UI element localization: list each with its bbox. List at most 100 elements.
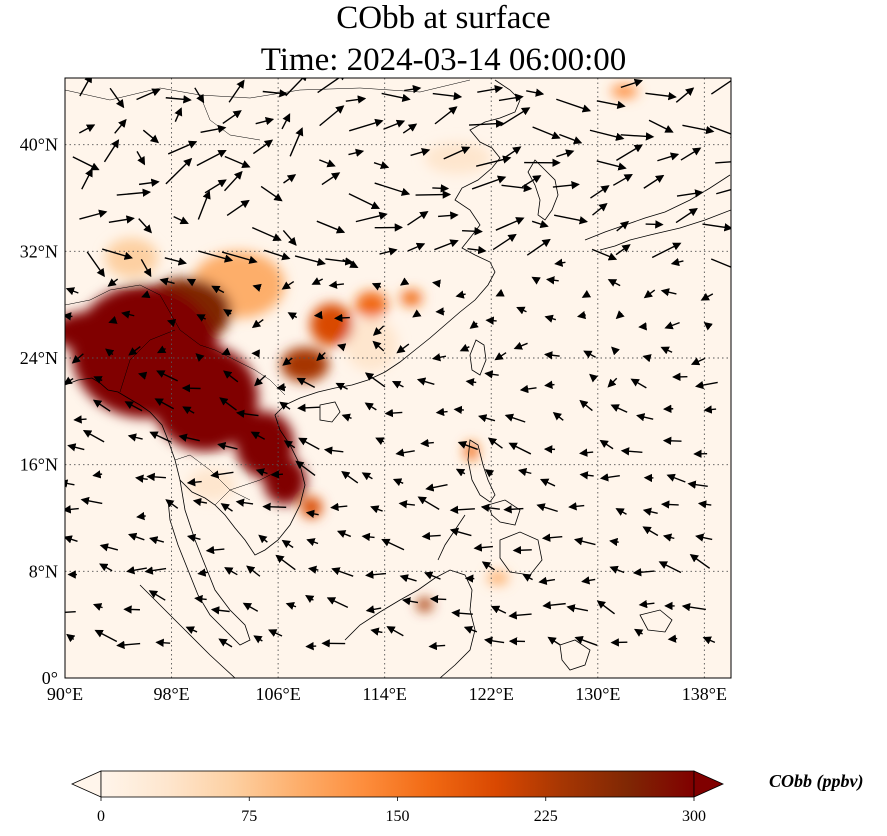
wind-arrow xyxy=(317,78,348,94)
wind-arrow xyxy=(599,439,614,450)
wind-arrow xyxy=(645,91,677,101)
wind-arrow xyxy=(72,156,100,171)
wind-arrow xyxy=(174,107,183,122)
wind-arrow xyxy=(92,470,103,479)
wind-arrow xyxy=(341,413,352,422)
plume-11 xyxy=(310,303,353,346)
wind-arrow xyxy=(592,202,608,216)
plume-18 xyxy=(65,311,132,352)
wind-arrow xyxy=(682,124,715,135)
wind-arrow xyxy=(467,245,487,255)
wind-arrow xyxy=(416,377,435,386)
coastline-borneo xyxy=(344,569,476,678)
wind-arrow xyxy=(620,78,644,89)
coastline-malay-peninsula xyxy=(167,479,251,646)
coastline-japan xyxy=(584,174,731,241)
wind-arrow xyxy=(469,320,479,329)
wind-arrow xyxy=(372,340,385,352)
wind-arrow xyxy=(138,371,148,380)
map-plot-area xyxy=(65,78,731,678)
wind-arrow xyxy=(305,641,317,651)
wind-arrow xyxy=(186,478,202,487)
wind-arrow xyxy=(616,144,643,161)
coastline-philippines-luzon xyxy=(467,439,496,503)
wind-arrow xyxy=(140,258,152,278)
wind-arrow xyxy=(155,638,171,647)
wind-arrow xyxy=(407,211,429,226)
wind-arrow xyxy=(459,343,470,352)
wind-arrow xyxy=(283,174,297,184)
plume-14 xyxy=(416,598,433,612)
wind-arrow xyxy=(149,431,172,443)
coastline-hainan xyxy=(319,401,341,423)
wind-arrow xyxy=(412,309,422,318)
wind-arrow xyxy=(99,543,119,552)
y-tick-label: 40°N xyxy=(20,135,58,155)
wind-arrow xyxy=(407,242,426,252)
wind-arrow xyxy=(487,437,503,449)
wind-arrow xyxy=(166,318,177,327)
wind-arrow xyxy=(364,372,386,388)
wind-arrow xyxy=(136,150,146,166)
wind-arrow xyxy=(116,640,141,650)
wind-arrow xyxy=(643,289,656,299)
wind-arrow xyxy=(532,126,561,140)
wind-arrow xyxy=(615,244,631,256)
wind-arrow xyxy=(156,345,167,354)
wind-arrow xyxy=(402,123,418,134)
wind-arrow xyxy=(65,535,78,544)
wind-arrow xyxy=(252,283,262,292)
wind-arrow xyxy=(607,279,621,287)
x-tick-label: 122°E xyxy=(469,684,514,704)
wind-arrow xyxy=(596,100,626,110)
wind-arrow xyxy=(574,635,598,646)
wind-arrow xyxy=(384,408,403,418)
x-tick-label: 98°E xyxy=(153,684,189,704)
wind-arrow xyxy=(311,277,324,285)
x-tick-label: 106°E xyxy=(256,684,301,704)
wind-arrow xyxy=(451,608,473,618)
wind-arrow xyxy=(260,185,283,202)
coastline-philippines-visayas xyxy=(487,499,521,526)
wind-arrow xyxy=(296,377,316,388)
wind-arrow xyxy=(307,565,319,574)
wind-arrow xyxy=(321,172,341,186)
wind-arrow xyxy=(599,473,620,482)
wind-arrow xyxy=(226,199,250,217)
wind-arrow xyxy=(319,159,336,168)
y-tick-label: 0° xyxy=(42,668,58,688)
wind-arrow xyxy=(331,567,354,577)
wind-arrow xyxy=(156,370,178,382)
wind-arrow xyxy=(690,357,706,366)
colorbar-tick-label: 300 xyxy=(682,808,706,825)
wind-arrow xyxy=(680,147,702,161)
wind-arrow xyxy=(392,478,404,487)
wind-arrow xyxy=(221,251,258,264)
wind-arrow xyxy=(92,399,111,412)
wind-arrow xyxy=(438,211,459,220)
wind-arrow xyxy=(108,315,118,324)
colorbar-gradient xyxy=(100,770,695,798)
wind-arrow xyxy=(178,433,200,442)
wind-arrow xyxy=(710,258,731,272)
wind-arrow xyxy=(80,496,103,506)
wind-arrow xyxy=(211,285,225,294)
wind-arrow xyxy=(186,278,197,287)
wind-arrow xyxy=(424,571,441,580)
coastline-palawan xyxy=(437,514,466,561)
wind-arrow xyxy=(217,441,238,451)
wind-arrow xyxy=(512,546,532,555)
wind-arrow xyxy=(642,507,658,516)
wind-arrow xyxy=(432,279,441,288)
wind-arrow xyxy=(341,470,359,484)
x-tick-label: 130°E xyxy=(575,684,620,704)
wind-arrow xyxy=(504,413,526,423)
wind-arrow xyxy=(477,84,504,94)
wind-arrow xyxy=(224,155,251,168)
wind-arrow xyxy=(349,118,384,132)
wind-arrow xyxy=(421,531,441,541)
wind-arrow xyxy=(148,590,166,601)
wind-arrow xyxy=(648,119,674,133)
wind-arrow xyxy=(428,641,446,651)
wind-arrow xyxy=(675,87,695,103)
